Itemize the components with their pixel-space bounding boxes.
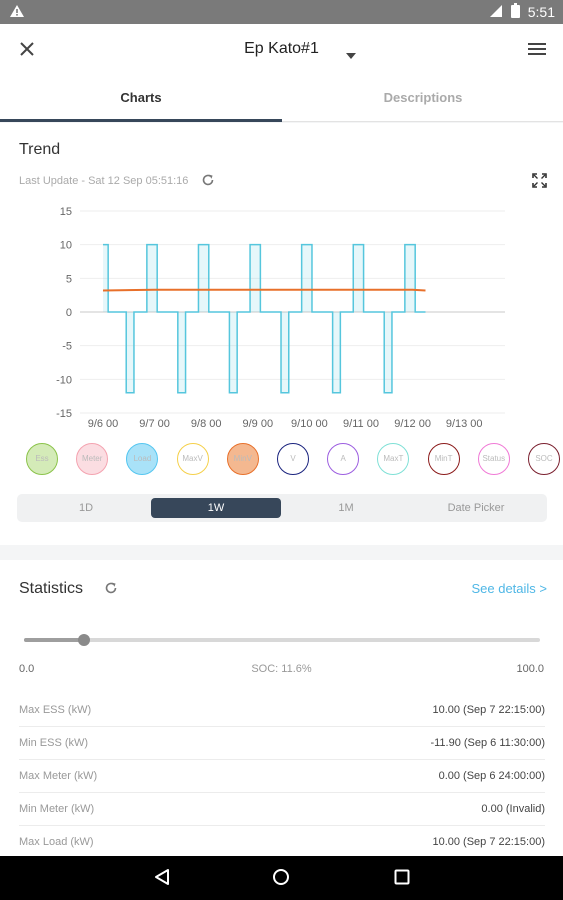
series-line-load [103,243,426,394]
range-button-1m[interactable]: 1M [338,502,354,514]
legend-item-maxv[interactable]: MaxV [176,443,209,475]
statistics-title: Statistics [19,580,84,597]
soc-slider-thumb [77,634,90,646]
chevron-down-icon[interactable] [346,46,356,64]
stat-key: Max ESS (kW) [19,704,92,716]
trend-chart: 15 10 5 0 -5 -10 -15 9/6 00 9/7 00 9/8 00 9/9 00 9/… [56,206,505,430]
legend-item-a[interactable]: A [327,443,360,475]
trend-title: Trend [19,141,61,158]
stat-row: Min ESS (kW) -11.90 (Sep 6 11:30:00) [19,727,545,760]
legend-item-ess[interactable]: Ess [26,443,58,475]
legend-item-soc[interactable]: SOC [528,443,560,475]
range-button-1d[interactable]: 1D [78,502,94,514]
statistics-table: Max ESS (kW) 10.00 (Sep 7 22:15:00) Min E… [19,694,545,859]
legend-item-status[interactable]: Status [477,443,510,475]
y-tick-label: 10 [60,240,72,252]
signal-icon [489,4,503,21]
series-line-minv [102,288,426,292]
stat-key: Min ESS (kW) [19,737,89,749]
x-tick-label: 9/12 00 [394,418,431,430]
slider-min-label: 0.0 [19,663,35,675]
see-details-link[interactable]: See details > [471,581,547,596]
chart-legend: Ess Meter Load MaxV MinV V A MaxT MinT Status SOC [0,443,563,479]
system-nav-bar [0,856,563,900]
trend-card: Trend Last Update - Sat 12 Sep 05:51:16 … [0,123,563,545]
fullscreen-icon[interactable] [532,173,547,193]
x-tick-label: 9/10 00 [291,418,328,430]
x-tick-label: 9/11 00 [343,418,379,430]
legend-item-maxt[interactable]: MaxT [377,443,410,475]
range-selector: 1D 1W 1M Date Picker [17,494,547,522]
y-tick-label: -5 [62,341,72,353]
range-button-date-picker[interactable]: Date Picker [447,502,505,514]
y-tick-label: 15 [60,206,72,218]
range-button-1w[interactable]: 1W [151,498,281,518]
stat-row: Min Meter (kW) 0.00 (Invalid) [19,793,545,826]
device-title[interactable]: Ep Kato#1 [244,40,319,57]
refresh-icon[interactable] [201,173,215,192]
battery-icon [510,3,520,21]
soc-label: SOC: 11.6% [251,663,312,675]
refresh-statistics-icon[interactable] [104,581,118,600]
series-area-load [103,244,426,393]
y-tick-label: -10 [56,374,72,386]
tab-descriptions[interactable]: Descriptions [383,90,463,105]
tab-bar: Charts Descriptions [0,76,563,122]
y-tick-label: 5 [66,273,72,285]
x-tick-label: 9/7 00 [139,418,170,430]
legend-item-meter[interactable]: Meter [76,443,109,475]
stat-row: Max ESS (kW) 10.00 (Sep 7 22:15:00) [19,694,545,727]
legend-item-minv[interactable]: MinV [226,443,259,475]
clock: 5:51 [527,4,555,20]
soc-slider-fill [24,638,84,642]
app-bar: Ep Kato#1 [0,24,563,76]
legend-item-load[interactable]: Load [126,443,159,475]
status-bar: 5:51 [0,0,563,24]
stat-key: Max Meter (kW) [19,770,98,782]
legend-item-mint[interactable]: MinT [427,443,460,475]
warning-icon [9,4,25,23]
stat-value: 10.00 (Sep 7 22:15:00) [432,704,545,716]
stat-value: 0.00 (Invalid) [481,803,545,815]
back-icon[interactable] [153,868,171,891]
last-update-text: Last Update - Sat 12 Sep 05:51:16 [19,175,189,187]
close-icon[interactable] [16,38,38,60]
menu-icon[interactable] [527,40,547,58]
stat-value: 0.00 (Sep 6 24:00:00) [438,770,545,782]
statistics-card: Statistics See details > 0.0 SOC: 11.6% … [0,560,563,859]
y-tick-label: -15 [56,408,72,420]
stat-value: 10.00 (Sep 7 22:15:00) [432,836,545,848]
x-tick-label: 9/9 00 [243,418,274,430]
x-tick-label: 9/13 00 [446,418,483,430]
home-icon[interactable] [272,868,290,891]
soc-slider [24,634,540,646]
slider-max-label: 100.0 [516,663,544,675]
tab-charts[interactable]: Charts [0,76,282,122]
x-tick-label: 9/6 00 [88,418,119,430]
recents-icon[interactable] [393,868,411,891]
stat-row: Max Load (kW) 10.00 (Sep 7 22:15:00) [19,826,545,859]
y-tick-label: 0 [66,307,72,319]
stat-key: Max Load (kW) [19,836,94,848]
stat-row: Max Meter (kW) 0.00 (Sep 6 24:00:00) [19,760,545,793]
x-tick-label: 9/8 00 [191,418,222,430]
stat-value: -11.90 (Sep 6 11:30:00) [430,737,545,749]
stat-key: Min Meter (kW) [19,803,95,815]
legend-item-v[interactable]: V [277,443,309,475]
